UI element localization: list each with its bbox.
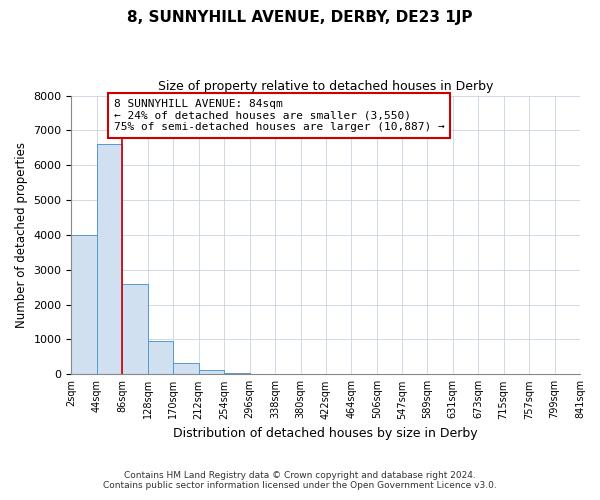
Text: Contains HM Land Registry data © Crown copyright and database right 2024.
Contai: Contains HM Land Registry data © Crown c…: [103, 470, 497, 490]
Bar: [224, 372, 250, 374]
Text: 8, SUNNYHILL AVENUE, DERBY, DE23 1JP: 8, SUNNYHILL AVENUE, DERBY, DE23 1JP: [127, 10, 473, 25]
Title: Size of property relative to detached houses in Derby: Size of property relative to detached ho…: [158, 80, 493, 93]
Bar: [199, 370, 224, 374]
Bar: [148, 341, 173, 374]
Text: 8 SUNNYHILL AVENUE: 84sqm
← 24% of detached houses are smaller (3,550)
75% of se: 8 SUNNYHILL AVENUE: 84sqm ← 24% of detac…: [114, 99, 445, 132]
Bar: [173, 363, 199, 374]
X-axis label: Distribution of detached houses by size in Derby: Distribution of detached houses by size …: [173, 427, 478, 440]
Bar: [122, 284, 148, 374]
Y-axis label: Number of detached properties: Number of detached properties: [15, 142, 28, 328]
Bar: [71, 235, 97, 374]
Bar: [97, 144, 122, 374]
